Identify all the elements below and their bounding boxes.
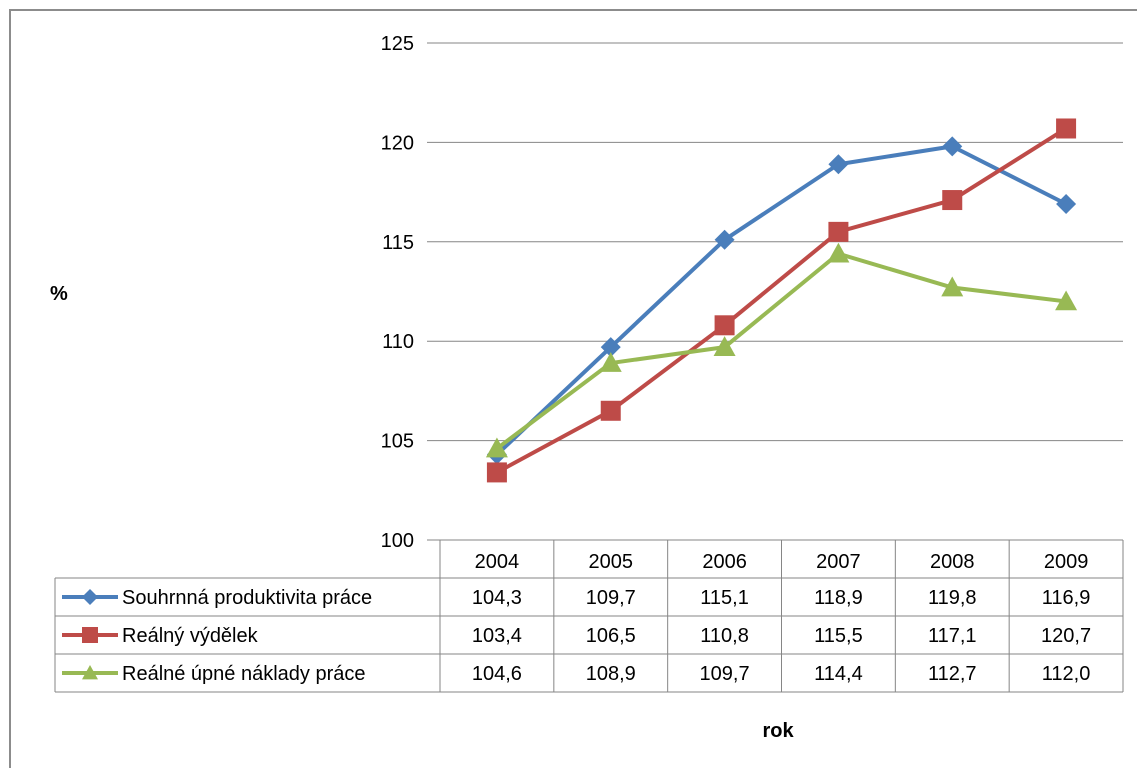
data-point: [82, 665, 98, 680]
y-tick-label: 115: [382, 232, 414, 254]
chart-frame: [9, 9, 1137, 768]
x-tick-label: 2008: [930, 551, 975, 573]
table-cell-value: 120,7: [1041, 625, 1091, 647]
data-point: [942, 136, 963, 157]
table-cell-value: 108,9: [586, 663, 636, 685]
data-point: [486, 462, 507, 483]
data-point: [1055, 290, 1078, 311]
x-tick-label: 2007: [816, 551, 861, 573]
table-cell-value: 112,7: [928, 663, 977, 685]
data-point: [82, 627, 98, 643]
data-point: [942, 190, 963, 211]
y-tick-labels: 100 105 110 115 120 125: [381, 33, 414, 552]
series-2: [486, 118, 1077, 483]
data-point: [82, 589, 98, 605]
table-cell-value: 104,3: [472, 587, 522, 609]
data-point: [485, 437, 508, 458]
y-tick-label: 105: [381, 431, 414, 453]
data-table: 2004 2005 2006 2007 2008 2009 Souhrnná produkt…: [54, 540, 1124, 693]
y-tick-label: 100: [381, 530, 414, 552]
table-cell-value: 109,7: [586, 587, 636, 609]
y-tick-label: 120: [381, 132, 414, 154]
table-cell-value: 119,8: [928, 587, 977, 609]
y-axis-title: %: [50, 283, 68, 305]
data-point: [600, 400, 621, 421]
data-point: [1056, 118, 1077, 139]
legend-label: Reálné úpné náklady práce: [122, 663, 366, 685]
data-point: [1056, 194, 1077, 215]
data-point: [599, 352, 622, 372]
table-cell-value: 114,4: [814, 663, 863, 685]
series-line: [495, 144, 1067, 456]
x-tick-label: 2006: [702, 551, 747, 573]
table-cell-value: 118,9: [814, 587, 863, 609]
x-tick-label: 2009: [1044, 551, 1089, 573]
table-cell-value: 112,0: [1042, 663, 1091, 685]
x-axis-title: rok: [762, 720, 794, 742]
table-cell-value: 115,1: [700, 587, 749, 609]
data-point: [827, 242, 850, 263]
data-point: [828, 221, 849, 242]
table-cell-value: 110,8: [700, 625, 749, 647]
x-tick-label: 2005: [589, 551, 634, 573]
data-point: [714, 229, 735, 250]
table-cell-value: 115,5: [814, 625, 863, 647]
legend-label: Souhrnná produktivita práce: [122, 587, 372, 609]
gridlines: [427, 42, 1123, 541]
series-line: [495, 126, 1068, 475]
data-point: [828, 154, 849, 175]
series-3: [485, 242, 1078, 458]
series-lines: [485, 118, 1078, 483]
table-cell-value: 117,1: [928, 625, 977, 647]
y-tick-label: 125: [381, 33, 414, 55]
legend-label: Reálný výdělek: [122, 625, 259, 647]
data-point: [714, 315, 735, 336]
data-point: [713, 336, 736, 356]
x-tick-label: 2004: [475, 551, 520, 573]
y-tick-label: 110: [382, 331, 414, 353]
data-point: [941, 276, 964, 297]
table-cell-value: 103,4: [472, 625, 522, 647]
table-cell-value: 109,7: [700, 663, 750, 685]
data-point: [600, 337, 621, 358]
series-line: [495, 251, 1067, 451]
table-cell-value: 116,9: [1042, 587, 1091, 609]
table-cell-value: 106,5: [586, 625, 636, 647]
table-cell-value: 104,6: [472, 663, 522, 685]
